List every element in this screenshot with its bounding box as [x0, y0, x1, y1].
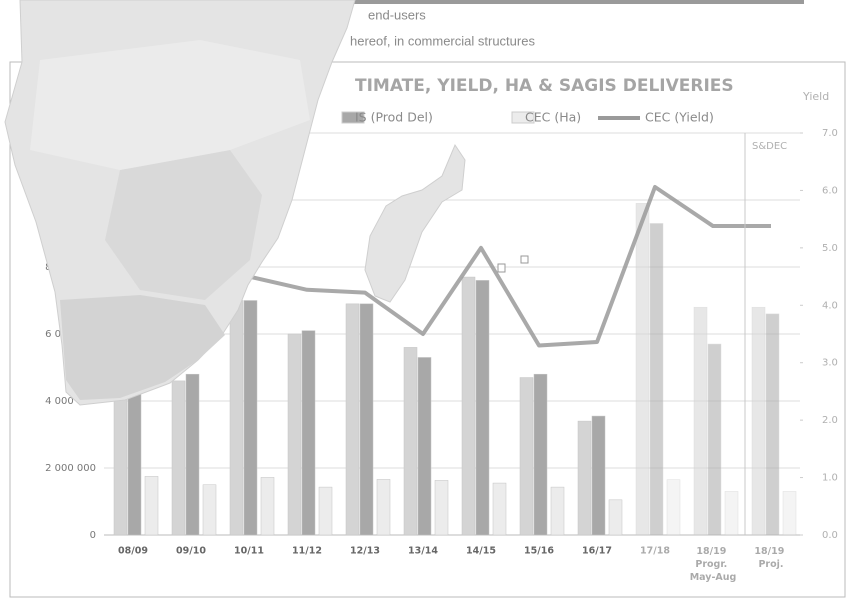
bar — [707, 343, 722, 536]
bar — [666, 479, 681, 536]
y-tick-label: 4 000 000 — [45, 396, 96, 407]
doc-line: end-users — [368, 7, 426, 22]
region — [60, 295, 225, 400]
x-tick-label: 08/09 — [118, 546, 148, 557]
bar — [461, 276, 476, 536]
bar — [417, 357, 432, 536]
bar — [229, 300, 244, 536]
doc-line: hereof, in commercial structures — [350, 33, 535, 48]
legend: IS (Prod Del) CEC (Ha) CEC (Yield) — [341, 110, 714, 125]
region — [30, 40, 310, 170]
bar — [608, 499, 623, 536]
y2-tick-label: 0.0 — [822, 530, 838, 541]
legend-swatch — [511, 111, 535, 124]
bar — [635, 203, 650, 536]
x-tick-label: 12/13 — [350, 546, 380, 557]
chart-title: TIMATE, YIELD, HA & SAGIS DELIVERIES — [355, 76, 734, 96]
x-tick-label: 14/15 — [466, 546, 496, 557]
bar — [301, 330, 316, 536]
y-tick-label: 2 000 000 — [45, 463, 96, 474]
y-tick-label: 0 — [90, 530, 96, 541]
bar — [113, 397, 128, 536]
x-tick-label: 15/16 — [524, 546, 554, 557]
y2-tick-label: 7.0 — [822, 128, 838, 139]
legend-swatch — [341, 111, 365, 124]
annotation: S&DEC — [752, 141, 787, 152]
bar — [403, 347, 418, 536]
bar — [550, 486, 565, 536]
x-tick-label: 13/14 — [408, 546, 438, 557]
bar — [751, 306, 766, 536]
bar — [782, 491, 797, 536]
y2-axis-label: Yield — [802, 90, 829, 103]
legend-label: CEC (Yield) — [645, 110, 714, 125]
bar — [591, 415, 606, 536]
bar — [765, 313, 780, 536]
bar — [724, 491, 739, 536]
bar — [243, 300, 258, 536]
bar — [693, 306, 708, 536]
bar — [185, 373, 200, 536]
island-small — [497, 263, 506, 273]
y2-tick-label: 3.0 — [822, 358, 838, 369]
bar — [144, 476, 159, 536]
bar — [577, 420, 592, 536]
region — [105, 150, 262, 300]
x-tick-label: 09/10 — [176, 546, 206, 557]
legend-label: CEC (Ha) — [525, 110, 581, 125]
bar — [492, 482, 507, 536]
x-tick-label: 10/11 — [234, 546, 264, 557]
y2-tick-label: 6.0 — [822, 185, 838, 196]
bar — [202, 484, 217, 536]
map-overlay — [4, 0, 529, 406]
y2-tick-label: 5.0 — [822, 243, 838, 254]
y2-tick-label: 1.0 — [822, 473, 838, 484]
bar — [359, 303, 374, 536]
bar — [345, 303, 360, 536]
bar — [376, 479, 391, 536]
x-tick-label: 18/19 Proj. — [754, 546, 787, 570]
bar — [287, 333, 302, 536]
x-tick-label: 17/18 — [640, 546, 670, 557]
top-strip — [350, 0, 804, 4]
island — [364, 143, 466, 303]
legend-label: IS (Prod Del) — [355, 110, 433, 125]
bar — [127, 394, 142, 536]
bar — [519, 377, 534, 536]
bar — [318, 486, 333, 536]
bar — [475, 280, 490, 536]
bar — [434, 480, 449, 536]
bar — [649, 223, 664, 536]
bar — [260, 477, 275, 536]
y2-tick-label: 2.0 — [822, 415, 838, 426]
y2-tick-label: 4.0 — [822, 300, 838, 311]
island-small — [520, 255, 529, 264]
x-tick-label: 11/12 — [292, 546, 322, 557]
x-tick-label: 16/17 — [582, 546, 612, 557]
x-tick-label: 18/19 Progr. May-Aug — [690, 546, 737, 583]
bar — [171, 380, 186, 536]
bar — [533, 373, 548, 536]
